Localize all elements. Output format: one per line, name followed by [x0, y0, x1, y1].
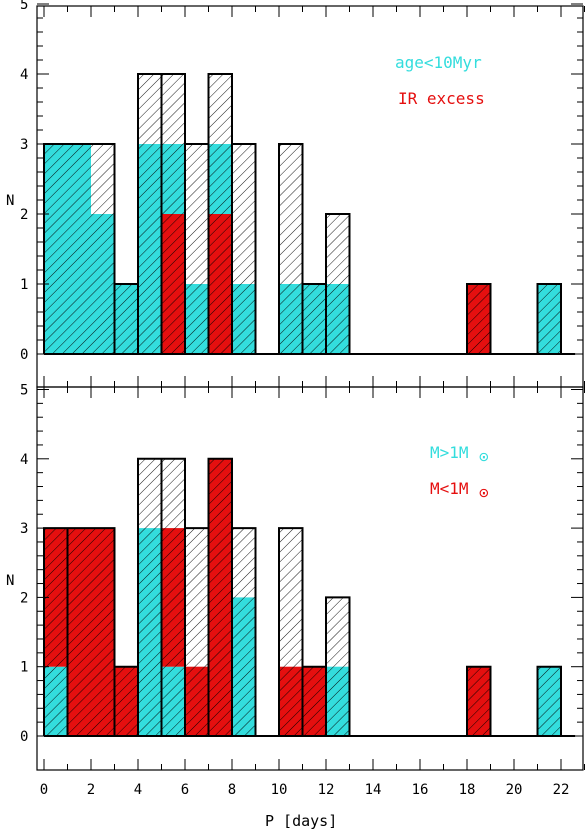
y-tick-label: 5: [20, 383, 28, 399]
hatched-bar: [44, 144, 115, 354]
legend-high-mass-label: M>1M: [430, 443, 469, 462]
hatched-bar: [185, 144, 209, 354]
top-bars: [43, 73, 576, 355]
total-outline: [43, 73, 562, 354]
legend-age-label: age<10Myr: [395, 53, 482, 72]
y-tick-label: 1: [20, 277, 28, 293]
y-tick-label: 4: [20, 452, 28, 468]
hatched-bar: [467, 666, 491, 736]
hatched-bar: [232, 528, 256, 736]
hatched-bar: [537, 666, 561, 736]
legend-ir-excess-label: IR excess: [398, 89, 485, 108]
x-tick-label: 18: [459, 782, 476, 798]
x-tick-label: 20: [506, 782, 523, 798]
hatched-bar: [161, 74, 185, 354]
hatched-bar: [67, 528, 115, 736]
y-tick-label: 3: [20, 137, 28, 153]
y-tick-label: 0: [20, 347, 28, 363]
top-axis-ticks: 0 1 2 3 4 5: [20, 0, 585, 387]
legend-high-mass: M>1M ⊙: [430, 443, 489, 466]
bottom-y-axis-label: N: [6, 573, 14, 589]
y-tick-label: 1: [20, 660, 28, 676]
top-y-axis-label: N: [6, 193, 14, 209]
sun-symbol-high: ⊙: [479, 447, 489, 466]
y-tick-label: 4: [20, 67, 28, 83]
y-tick-label: 2: [20, 590, 28, 606]
hatched-bar: [467, 284, 491, 354]
legend-low-mass-label: M<1M: [430, 479, 469, 498]
y-tick-label: 2: [20, 207, 28, 223]
x-tick-label: 4: [134, 782, 142, 798]
x-tick-label: 22: [553, 782, 570, 798]
bottom-panel: 0 1 2 3 4 5 N M>1M ⊙ M<1M ⊙: [6, 383, 585, 771]
hatched-bar: [138, 74, 162, 354]
y-tick-label: 5: [20, 0, 28, 13]
hatched-bar: [232, 144, 256, 354]
hatched-bar: [44, 528, 68, 736]
bottom-axis-ticks: 0 1 2 3 4 5: [20, 383, 585, 770]
hatched-bar: [302, 666, 326, 736]
total-outline: [43, 457, 562, 736]
x-axis-label: P [days]: [265, 812, 337, 830]
hatched-bar: [302, 284, 326, 354]
top-panel: 0 1 2 3 4 5 N age<10Myr IR excess: [6, 0, 585, 388]
hatched-bar: [279, 144, 303, 354]
bottom-plot-frame: [36, 386, 584, 771]
hatched-bar: [279, 528, 303, 736]
y-tick-label: 3: [20, 521, 28, 537]
x-tick-label: 0: [40, 782, 48, 798]
x-tick-label: 16: [412, 782, 429, 798]
hatched-bar: [114, 284, 138, 354]
x-tick-label: 10: [271, 782, 288, 798]
x-tick-label: 6: [181, 782, 189, 798]
hatched-bar: [208, 458, 232, 736]
legend-low-mass: M<1M ⊙: [430, 479, 489, 502]
hatched-bar: [185, 528, 209, 736]
hatched-bar: [114, 666, 138, 736]
hatched-bar: [326, 214, 350, 354]
hatched-bar: [208, 74, 232, 354]
hatched-bar: [326, 597, 350, 736]
bottom-bars: [43, 457, 576, 737]
x-tick-label: 2: [87, 782, 95, 798]
hatched-bar: [537, 284, 561, 354]
x-tick-label: 12: [318, 782, 335, 798]
sun-symbol-low: ⊙: [479, 483, 489, 502]
y-tick-label: 0: [20, 729, 28, 745]
hatched-bar: [161, 458, 185, 736]
x-tick-label: 14: [365, 782, 382, 798]
x-tick-labels: 0 2 4 6 8 10 12 14 16 18 20 22: [40, 782, 570, 798]
hatched-bar: [138, 458, 162, 736]
x-tick-label: 8: [228, 782, 236, 798]
